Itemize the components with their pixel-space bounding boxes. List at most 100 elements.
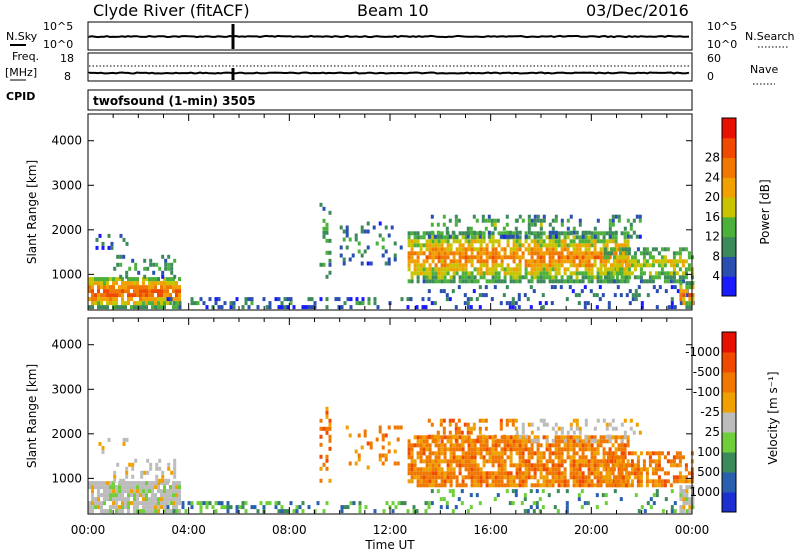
power-cell	[455, 259, 459, 264]
velocity-cell	[587, 475, 591, 480]
power-cell	[679, 297, 683, 302]
power-cell	[587, 279, 591, 284]
velocity-cell	[657, 463, 661, 468]
velocity-cell	[551, 483, 555, 488]
velocity-cell	[615, 459, 619, 464]
power-cell	[387, 257, 391, 262]
velocity-cell	[614, 439, 618, 444]
power-cell	[491, 267, 495, 272]
velocity-cell	[590, 443, 594, 448]
nsky-label: N.Sky	[6, 30, 38, 43]
velocity-cell	[121, 497, 124, 502]
power-cell	[593, 251, 597, 256]
velocity-colorbar-swatch	[722, 412, 736, 433]
velocity-cell	[675, 455, 679, 460]
velocity-cell	[527, 447, 531, 452]
power-cell	[345, 245, 349, 250]
velocity-cell	[343, 505, 347, 510]
velocity-cell	[643, 509, 647, 514]
velocity-cell	[413, 443, 417, 448]
velocity-cell	[422, 435, 426, 440]
velocity-cell	[524, 475, 528, 480]
velocity-cell	[532, 501, 536, 506]
power-cell	[678, 247, 682, 252]
velocity-cell	[133, 493, 136, 498]
velocity-cell	[645, 479, 649, 484]
velocity-cell	[575, 443, 579, 448]
power-cell	[515, 255, 519, 260]
power-cell	[524, 234, 528, 239]
velocity-cell	[443, 451, 447, 456]
velocity-cell	[422, 471, 426, 476]
velocity-cell	[464, 475, 468, 480]
power-cell	[152, 270, 156, 275]
power-cell	[437, 271, 441, 276]
velocity-cell	[381, 433, 385, 438]
velocity-cell	[413, 435, 417, 440]
power-cell	[557, 239, 561, 244]
velocity-cell	[660, 451, 664, 456]
power-cell	[517, 297, 521, 302]
power-cell	[648, 271, 652, 276]
velocity-cell	[461, 483, 465, 488]
velocity-cell	[500, 455, 504, 460]
velocity-cell	[678, 459, 682, 464]
power-cell	[381, 245, 385, 250]
power-cell	[509, 255, 513, 260]
velocity-cell	[479, 471, 483, 476]
power-cell	[91, 285, 94, 290]
power-cell	[464, 239, 468, 244]
velocity-cell	[551, 479, 555, 484]
velocity-cell	[636, 483, 640, 488]
velocity-cell	[109, 497, 112, 502]
velocity-cell	[173, 470, 177, 475]
power-cell	[286, 297, 290, 302]
velocity-cell	[145, 489, 148, 494]
power-cell	[145, 285, 148, 290]
velocity-cell	[566, 479, 570, 484]
velocity-cell	[503, 467, 507, 472]
velocity-cell	[539, 459, 543, 464]
power-cell	[458, 255, 462, 260]
velocity-cell	[494, 479, 498, 484]
power-cell	[584, 255, 588, 260]
power-cell	[648, 251, 652, 256]
power-cell	[618, 267, 622, 272]
velocity-cell	[581, 479, 585, 484]
velocity-cell	[521, 483, 525, 488]
power-cell	[95, 245, 99, 250]
power-cell	[688, 293, 692, 298]
power-cell	[642, 271, 646, 276]
velocity-cell	[470, 467, 474, 472]
velocity-cell	[445, 505, 449, 510]
power-cell	[599, 247, 603, 252]
velocity-cell	[682, 497, 686, 502]
power-cell	[624, 267, 628, 272]
velocity-cell	[497, 479, 501, 484]
power-cell	[651, 255, 655, 260]
x-tick-labels: 00:00 04:00 08:00 12:00 16:00 20:00 00:00	[71, 523, 710, 537]
power-cell	[431, 279, 435, 284]
power-cell	[666, 247, 670, 252]
power-cell	[443, 259, 447, 264]
velocity-cell	[148, 489, 151, 494]
velocity-cell	[488, 455, 492, 460]
velocity-cell	[118, 493, 121, 498]
power-cell	[422, 271, 426, 276]
power-cell	[590, 235, 594, 240]
power-cell	[506, 255, 510, 260]
velocity-cell	[157, 501, 160, 506]
power-cell	[533, 263, 537, 268]
velocity-cell	[431, 451, 435, 456]
velocity-cell	[458, 459, 462, 464]
velocity-cell	[479, 475, 483, 480]
velocity-cell	[124, 497, 127, 502]
velocity-cell	[499, 418, 503, 423]
power-cell	[115, 305, 118, 310]
power-cell	[413, 235, 417, 240]
velocity-cell	[136, 505, 139, 510]
velocity-cell	[428, 455, 432, 460]
power-cell	[349, 297, 353, 302]
velocity-cell	[97, 481, 100, 486]
power-cell	[469, 305, 473, 310]
